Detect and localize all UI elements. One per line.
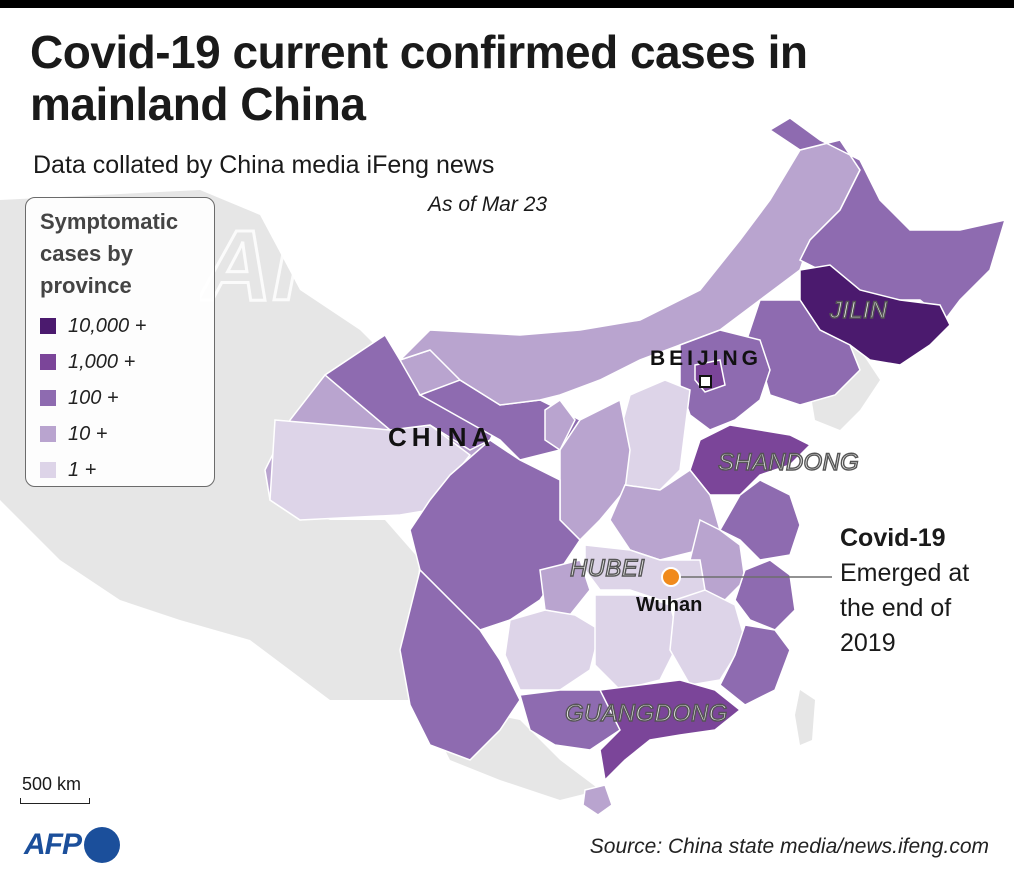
province-label-jilin: JILIN (829, 296, 888, 324)
annotation-line: 2019 (840, 629, 896, 657)
neighbor-land-taiwan (795, 690, 815, 745)
top-rule (0, 0, 1014, 8)
annotation-heading: Covid-19 (840, 524, 946, 552)
capital-label: BEIJING (650, 347, 763, 370)
legend-swatch (40, 390, 56, 406)
wuhan-annotation: Covid-19 Emerged at the end of 2019 (840, 521, 1010, 661)
legend-label: 1,000 + (68, 350, 136, 373)
province-label-hubei: HUBEI (569, 554, 645, 582)
province-label-guangdong: GUANGDONG (564, 699, 728, 727)
afp-logo-circle-icon (84, 827, 120, 863)
afp-logo-text: AFP (24, 828, 82, 861)
scale-bar (20, 798, 90, 804)
province-hainan (582, 784, 613, 816)
legend-label: 10,000 + (68, 314, 147, 337)
province-shaanxi (559, 398, 631, 542)
province-fujian (719, 624, 791, 706)
province-hunan (594, 594, 681, 691)
legend-swatch (40, 462, 56, 478)
province-yunnan (399, 568, 521, 761)
legend-label: 10 + (68, 422, 108, 445)
city-label-wuhan: Wuhan (636, 594, 703, 616)
legend-swatch (40, 354, 56, 370)
wuhan-marker (661, 567, 681, 587)
province-chongqing (539, 559, 591, 616)
legend-label: 1 + (68, 458, 97, 481)
legend-item: 100 + (40, 380, 204, 416)
legend-item: 1,000 + (40, 344, 204, 380)
legend-item: 1 + (40, 452, 204, 488)
province-label-shandong: SHANDONG (717, 448, 860, 476)
legend: Symptomatic cases by province 10,000 + 1… (25, 197, 215, 487)
province-guizhou (504, 609, 601, 691)
beijing-marker (699, 375, 712, 388)
annotation-line: the end of (840, 594, 952, 622)
legend-label: 100 + (68, 386, 119, 409)
province-guangdong (598, 679, 742, 782)
legend-item: 10,000 + (40, 308, 204, 344)
country-label: CHINA (388, 422, 496, 452)
province-ningxia (544, 398, 576, 452)
province-hebei (679, 329, 771, 431)
annotation-line: Emerged at (840, 559, 970, 587)
legend-item: 10 + (40, 416, 204, 452)
date-note: As of Mar 23 (428, 193, 548, 216)
province-jiangsu (718, 479, 801, 561)
scale-label: 500 km (22, 774, 82, 794)
legend-swatch (40, 318, 56, 334)
page-subtitle: Data collated by China media iFeng news (33, 151, 495, 179)
page-title: Covid-19 current confirmed cases in main… (30, 26, 808, 130)
legend-title: Symptomatic cases by province (40, 209, 179, 298)
source-credit: Source: China state media/news.ifeng.com (589, 835, 989, 858)
legend-swatch (40, 426, 56, 442)
afp-logo: AFP (24, 825, 120, 865)
